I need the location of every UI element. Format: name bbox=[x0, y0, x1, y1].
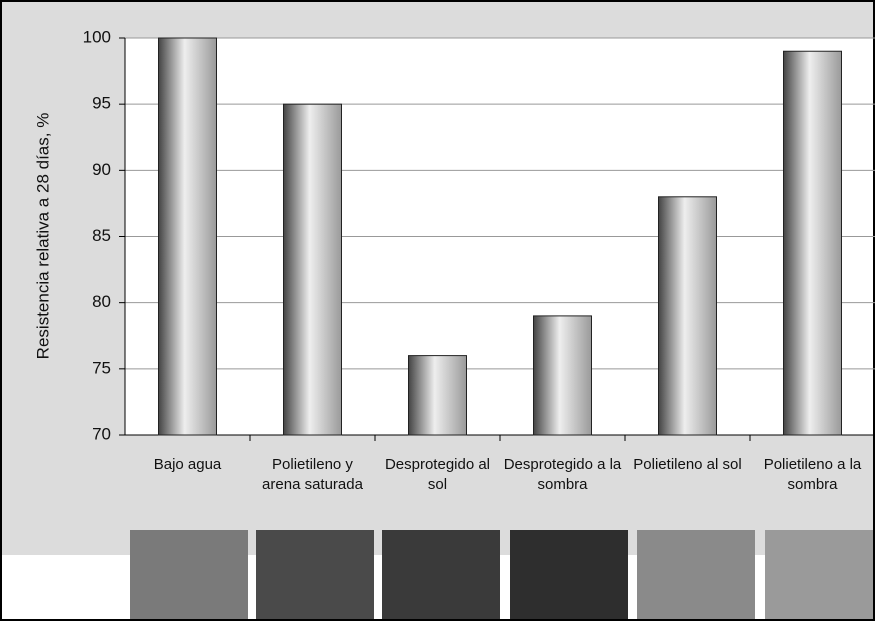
y-tick-label: 75 bbox=[92, 358, 111, 377]
photo bbox=[382, 530, 500, 621]
x-tick-label: Desprotegido a la sombra bbox=[503, 456, 622, 493]
bar bbox=[658, 196, 717, 436]
x-tick-label: Bajo agua bbox=[153, 456, 222, 473]
y-tick-label: 95 bbox=[92, 94, 111, 113]
x-tick-label: Polietileno a la sombra bbox=[763, 456, 862, 493]
x-tick-label: Polietileno y arena saturada bbox=[262, 456, 363, 493]
bar bbox=[783, 50, 842, 436]
y-tick-label: 85 bbox=[92, 226, 111, 245]
bar bbox=[533, 315, 592, 436]
y-tick-label: 80 bbox=[92, 292, 111, 311]
bar bbox=[158, 37, 217, 436]
photo bbox=[256, 530, 374, 621]
y-tick-label: 90 bbox=[92, 160, 111, 179]
y-axis-label: Resistencia relativa a 28 días, % bbox=[33, 113, 52, 360]
photo bbox=[637, 530, 755, 621]
photo bbox=[130, 530, 248, 621]
bar bbox=[408, 355, 467, 436]
photos bbox=[130, 530, 875, 621]
photo bbox=[765, 530, 875, 621]
photo bbox=[510, 530, 628, 621]
y-tick-label: 70 bbox=[92, 424, 111, 443]
y-tick-label: 100 bbox=[83, 27, 111, 46]
x-tick-label: Polietileno al sol bbox=[633, 456, 742, 473]
bar bbox=[283, 103, 342, 436]
x-tick-label: Desprotegido al sol bbox=[384, 456, 491, 493]
